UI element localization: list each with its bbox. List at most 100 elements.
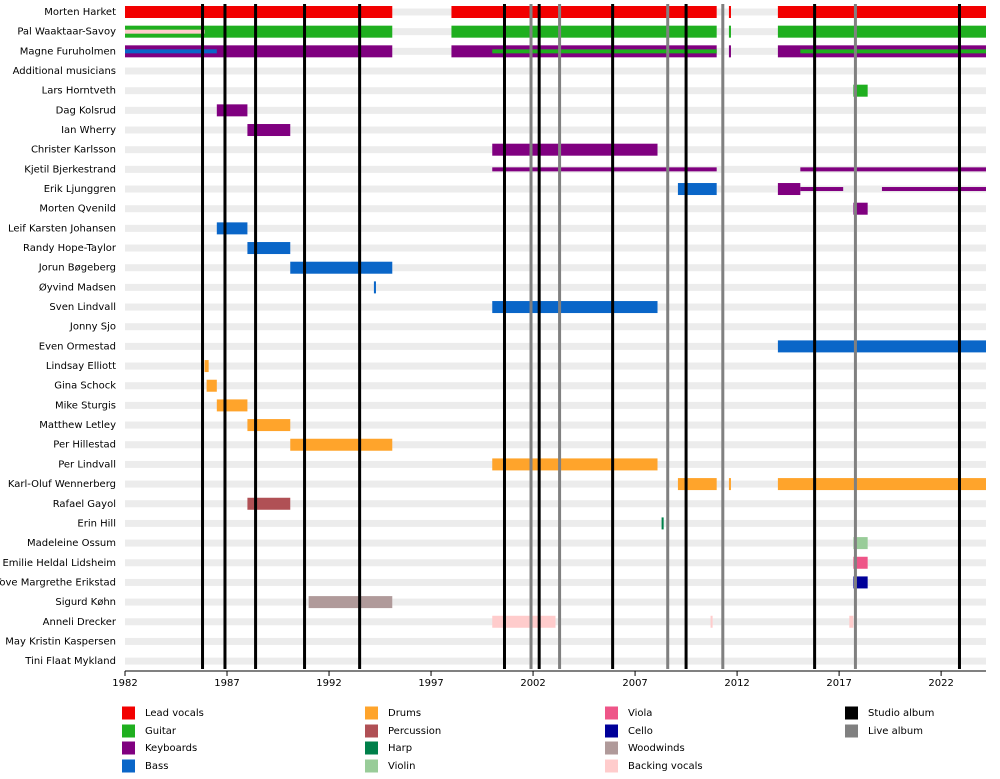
legend-swatch <box>605 706 618 720</box>
member-bar <box>777 340 986 353</box>
member-bar <box>492 458 658 471</box>
legend-label: Lead vocals <box>145 708 204 719</box>
x-tick-label: 1992 <box>316 678 341 689</box>
row-background <box>125 500 986 508</box>
row-background <box>125 87 986 95</box>
member-bar <box>373 281 376 294</box>
row-label: Sigurd Køhn <box>55 597 116 608</box>
member-bar <box>290 261 393 274</box>
row-label: Morten Qvenild <box>39 204 116 215</box>
member-bar <box>728 6 731 18</box>
row-background <box>125 264 986 272</box>
row-background <box>125 244 986 252</box>
legend-label: Guitar <box>145 726 177 737</box>
member-bar <box>451 25 717 38</box>
row-label: Jorun Bøgeberg <box>38 263 116 274</box>
row-label: Pal Waaktaar-Savoy <box>17 27 116 38</box>
member-bar <box>247 419 291 432</box>
member-bar <box>492 167 717 172</box>
row-label: Gina Schock <box>54 381 116 392</box>
row-label: Tove Margrethe Erikstad <box>0 577 116 588</box>
member-bar <box>777 6 986 18</box>
row-label: Karl-Oluf Wennerberg <box>8 479 116 490</box>
row-label: Kjetil Bjerkestrand <box>24 164 116 175</box>
legend-swatch <box>605 741 618 755</box>
member-bar <box>216 104 248 117</box>
member-bar <box>492 615 556 628</box>
row-background <box>125 559 986 567</box>
row-label: Lindsay Elliott <box>46 361 116 372</box>
row-background <box>125 578 986 586</box>
member-bar <box>125 29 205 34</box>
legend-label: Cello <box>628 726 653 737</box>
x-tick-label: 1982 <box>112 678 137 689</box>
row-label: Morten Harket <box>44 7 116 18</box>
row-label: Ian Wherry <box>61 125 116 136</box>
legend-label: Harp <box>388 743 412 754</box>
row-label: Magne Furuholmen <box>20 46 116 57</box>
row-background <box>125 598 986 606</box>
member-bar <box>777 25 986 38</box>
x-tick-label: 1987 <box>214 678 239 689</box>
member-bar <box>216 222 248 235</box>
member-bar <box>853 84 868 97</box>
legend-label: Violin <box>388 761 415 772</box>
row-background <box>125 539 986 547</box>
member-bar <box>125 45 393 58</box>
member-bar <box>728 25 731 38</box>
row-background <box>125 382 986 390</box>
member-bar <box>800 187 844 192</box>
row-label: Jonny Sjo <box>69 322 116 333</box>
row-label: Leif Karsten Johansen <box>8 223 116 234</box>
row-background <box>125 185 986 193</box>
legend-swatch <box>365 706 378 720</box>
row-label: Even Ormestad <box>39 341 116 352</box>
member-bar <box>849 615 854 628</box>
member-bar <box>853 537 868 550</box>
row-background <box>125 283 986 291</box>
legend-label: Bass <box>145 761 168 772</box>
legend-swatch <box>365 724 378 738</box>
member-bar <box>125 49 217 54</box>
row-background <box>125 421 986 429</box>
row-label: Erin Hill <box>77 518 116 529</box>
member-bar <box>853 202 868 215</box>
row-label: Matthew Letley <box>39 420 116 431</box>
member-bar <box>492 301 658 314</box>
row-label: Anneli Drecker <box>43 617 117 628</box>
row-background <box>125 224 986 232</box>
legend-swatch <box>365 741 378 755</box>
legend-swatch <box>845 724 858 738</box>
legend-label: Studio album <box>868 708 934 719</box>
row-label: Additional musicians <box>13 66 116 77</box>
row-background <box>125 126 986 134</box>
row-label: Randy Hope-Taylor <box>23 243 117 254</box>
member-bar <box>451 6 717 18</box>
member-bar <box>247 497 291 510</box>
row-label: Dag Kolsrud <box>56 105 116 116</box>
legend-label: Backing vocals <box>628 761 703 772</box>
row-background <box>125 441 986 449</box>
x-tick-label: 2012 <box>724 678 749 689</box>
row-label: Øyvind Madsen <box>39 281 116 293</box>
row-label: Per Lindvall <box>58 459 116 470</box>
row-label: Mike Sturgis <box>55 400 116 411</box>
member-bar <box>125 25 393 38</box>
row-label: Sven Lindvall <box>49 302 116 313</box>
row-label: Madeleine Ossum <box>27 538 116 549</box>
member-bar <box>881 187 986 192</box>
member-bar <box>777 183 801 196</box>
row-background <box>125 362 986 370</box>
member-bar <box>777 478 986 491</box>
member-bar <box>677 183 717 196</box>
member-bar <box>728 45 731 58</box>
member-bar <box>853 576 868 589</box>
member-bar <box>308 596 393 609</box>
row-background <box>125 519 986 527</box>
legend-swatch <box>122 759 135 773</box>
x-tick-label: 2017 <box>826 678 851 689</box>
x-tick-label: 2002 <box>520 678 545 689</box>
row-label: Lars Horntveth <box>42 86 116 97</box>
legend-swatch <box>605 759 618 773</box>
row-label: Tini Flaat Mykland <box>24 656 116 667</box>
